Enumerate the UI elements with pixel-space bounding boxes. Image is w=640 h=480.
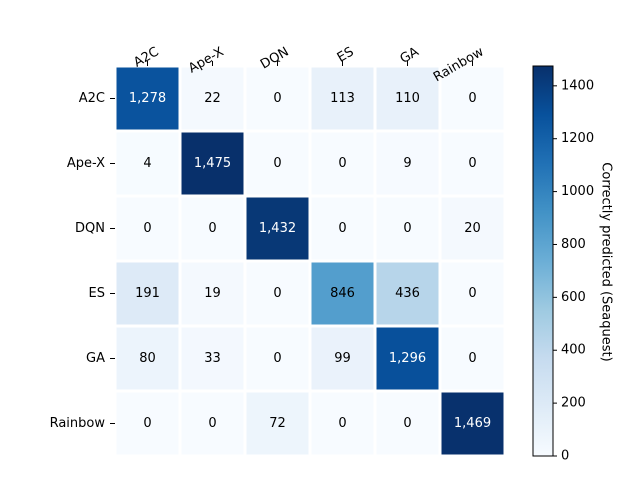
heatmap-cell: [376, 132, 439, 195]
heatmap-cell: [311, 197, 374, 260]
y-tick-label: DQN: [75, 221, 105, 236]
y-tick-label: GA: [86, 351, 105, 366]
cell-value-label: 0: [143, 221, 151, 236]
heatmap-cells: 1,278 22 0 113 110 0 4 1,475 0 0 9 0 0 0 1,432 0 0 20 191 1…: [116, 67, 504, 455]
x-tick-label: GA: [398, 44, 422, 67]
heatmap-cell: [181, 67, 244, 130]
cell-value-label: 22: [204, 91, 221, 106]
heatmap-cell: [246, 132, 309, 195]
cell-value-label: 0: [468, 91, 476, 106]
cell-value-label: 113: [330, 91, 355, 106]
y-tick-label: Ape-X: [67, 156, 105, 171]
cell-value-label: 0: [468, 286, 476, 301]
cell-value-label: 33: [204, 351, 221, 366]
heatmap-cell: [246, 67, 309, 130]
cell-value-label: 99: [334, 351, 351, 366]
heatmap-cell: [311, 327, 374, 390]
cell-value-label: 1,278: [129, 91, 166, 106]
cell-value-label: 191: [135, 286, 160, 301]
cell-value-label: 0: [208, 416, 216, 431]
heatmap-cell: [441, 327, 504, 390]
cell-value-label: 1,475: [194, 156, 231, 171]
cell-value-label: 1,469: [454, 416, 491, 431]
heatmap-cell: [246, 197, 309, 260]
colorbar-tick-label: 800: [561, 237, 586, 252]
heatmap-cell: [441, 262, 504, 325]
cell-value-label: 0: [403, 221, 411, 236]
cell-value-label: 0: [403, 416, 411, 431]
y-tick-label: A2C: [79, 91, 105, 106]
cell-value-label: 80: [139, 351, 156, 366]
heatmap-cell: [376, 262, 439, 325]
cell-value-label: 0: [208, 221, 216, 236]
heatmap-cell: [116, 132, 179, 195]
heatmap-cell: [311, 262, 374, 325]
heatmap-cell: [246, 327, 309, 390]
heatmap-cell: [181, 132, 244, 195]
heatmap-cell: [181, 262, 244, 325]
cell-value-label: 0: [273, 156, 281, 171]
heatmap-cell: [116, 67, 179, 130]
heatmap-cell: [311, 392, 374, 455]
cell-value-label: 0: [468, 351, 476, 366]
cell-value-label: 0: [273, 91, 281, 106]
cell-value-label: 0: [338, 156, 346, 171]
heatmap-cell: [116, 392, 179, 455]
heatmap-cell: [376, 327, 439, 390]
heatmap-cell: [116, 197, 179, 260]
y-tick-label: ES: [89, 286, 105, 301]
heatmap-cell: [116, 262, 179, 325]
colorbar-tick-label: 1200: [561, 131, 594, 146]
colorbar-tick-label: 200: [561, 396, 586, 411]
y-tick-label: Rainbow: [50, 416, 106, 431]
cell-value-label: 1,296: [389, 351, 426, 366]
cell-value-label: 0: [338, 416, 346, 431]
cell-value-label: 0: [468, 156, 476, 171]
heatmap-cell: [441, 392, 504, 455]
heatmap-cell: [441, 197, 504, 260]
cell-value-label: 0: [143, 416, 151, 431]
heatmap-cell: [311, 67, 374, 130]
colorbar-tick-label: 0: [561, 449, 569, 464]
heatmap-cell: [181, 327, 244, 390]
x-tick-label: ES: [335, 44, 357, 65]
heatmap-cell: [181, 197, 244, 260]
cell-value-label: 0: [338, 221, 346, 236]
cell-value-label: 72: [269, 416, 286, 431]
cell-value-label: 110: [395, 91, 420, 106]
colorbar: 0 200 400 600 800 1000 1200 1400: [532, 65, 594, 464]
cell-value-label: 0: [273, 286, 281, 301]
colorbar-tick-label: 1400: [561, 78, 594, 93]
cell-value-label: 20: [464, 221, 481, 236]
colorbar-tick-label: 600: [561, 290, 586, 305]
heatmap-cell: [181, 392, 244, 455]
heatmap-cell: [376, 197, 439, 260]
heatmap-cell: [441, 132, 504, 195]
heatmap-cell: [376, 67, 439, 130]
heatmap-cell: [116, 327, 179, 390]
heatmap-cell: [376, 392, 439, 455]
colorbar-tick-label: 1000: [561, 184, 594, 199]
colorbar-tick-label: 400: [561, 343, 586, 358]
y-axis-ticks: A2C Ape-X DQN ES GA Rainbow: [50, 91, 115, 431]
heatmap-cell: [246, 262, 309, 325]
cell-value-label: 846: [330, 286, 355, 301]
heatmap-cell: [311, 132, 374, 195]
cell-value-label: 19: [204, 286, 221, 301]
cell-value-label: 4: [143, 156, 151, 171]
cell-value-label: 9: [403, 156, 411, 171]
heatmap-cell: [246, 392, 309, 455]
colorbar-label: Correctly predicted (Seaquest): [599, 162, 614, 361]
heatmap-cell: [441, 67, 504, 130]
x-tick-label: A2C: [131, 44, 161, 70]
cell-value-label: 1,432: [259, 221, 296, 236]
cell-value-label: 0: [273, 351, 281, 366]
cell-value-label: 436: [395, 286, 420, 301]
colorbar-gradient: [532, 65, 554, 457]
